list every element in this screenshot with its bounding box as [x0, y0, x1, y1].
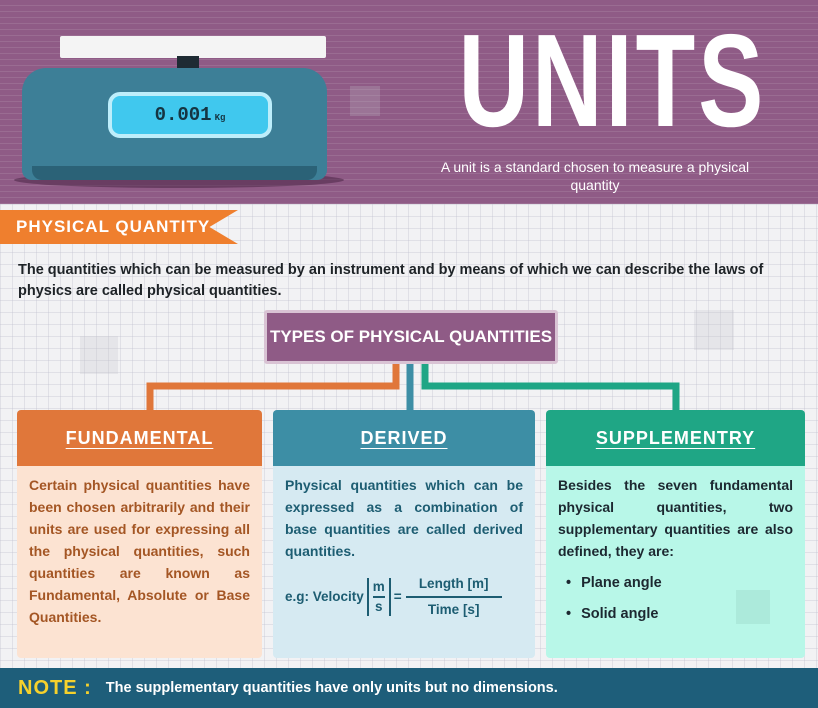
derived-card: DERIVED Physical quantities which can be… [273, 410, 535, 658]
note-label: NOTE : [18, 676, 92, 699]
supplementary-list: Plane angle Solid angle [558, 568, 793, 630]
list-item: Solid angle [566, 599, 793, 630]
types-of-quantities-box: TYPES OF PHYSICAL QUANTITIES [264, 310, 558, 364]
derived-card-body: Physical quantities which can be express… [273, 466, 535, 658]
scale-platform [60, 36, 326, 58]
equation-prefix: e.g: Velocity [285, 588, 364, 604]
velocity-unit-bracket: m s [366, 578, 391, 616]
fundamental-card-title: FUNDAMENTAL [65, 427, 214, 448]
fraction-denominator: Time [s] [427, 601, 480, 617]
bracket-fraction-line [372, 596, 385, 598]
bracket-denominator: s [375, 598, 383, 614]
physical-quantity-banner: PHYSICAL QUANTITY [0, 210, 238, 244]
velocity-fraction: Length [m] Time [s] [405, 572, 502, 622]
supplementary-card: SUPPLEMENTRY Besides the seven fundament… [546, 410, 805, 658]
supplementary-card-header: SUPPLEMENTRY [546, 410, 805, 466]
supplementary-card-title: SUPPLEMENTRY [595, 427, 756, 448]
fundamental-card-text: Certain physical quantities have been ch… [17, 466, 262, 658]
derived-card-title: DERIVED [360, 427, 448, 448]
connector-supplementary [421, 364, 680, 410]
fraction-line [405, 596, 502, 598]
equals-sign: = [393, 588, 402, 604]
header-banner: 0.001 Kg UNITS A unit is a standard chos… [0, 0, 818, 204]
derived-card-header: DERIVED [273, 410, 535, 466]
derived-card-text: Physical quantities which can be express… [285, 477, 523, 559]
fundamental-card: FUNDAMENTAL Certain physical quantities … [17, 410, 262, 658]
types-of-quantities-title: TYPES OF PHYSICAL QUANTITIES [269, 327, 553, 346]
supplementary-card-text: Besides the seven fundamental physical q… [558, 477, 793, 559]
note-text: The supplementary quantities have only u… [105, 680, 558, 696]
fundamental-card-header: FUNDAMENTAL [17, 410, 262, 466]
watermark-icon [694, 310, 734, 350]
physical-quantity-heading: PHYSICAL QUANTITY [16, 217, 211, 236]
watermark-icon [350, 86, 380, 116]
watermark-icon [736, 590, 770, 624]
page-title: UNITS [458, 7, 767, 154]
velocity-equation: e.g: Velocity m s = Length [m] Time [s] [285, 572, 523, 622]
supplementary-card-body: Besides the seven fundamental physical q… [546, 466, 805, 658]
scale-reading: 0.001 [154, 104, 212, 126]
page-subtitle: A unit is a standard chosen to measure a… [440, 159, 750, 193]
connector-fundamental [146, 364, 400, 410]
scale-display: 0.001 Kg [108, 92, 272, 138]
physical-quantity-description: The quantities which can be measured by … [18, 262, 764, 299]
list-item: Plane angle [566, 568, 793, 599]
scale-post [177, 56, 199, 70]
fraction-numerator: Length [m] [418, 576, 489, 591]
bracket-numerator: m [372, 579, 385, 594]
scale-unit: Kg [214, 112, 226, 123]
watermark-icon [80, 336, 118, 374]
note-bar: NOTE : The supplementary quantities have… [0, 668, 818, 708]
